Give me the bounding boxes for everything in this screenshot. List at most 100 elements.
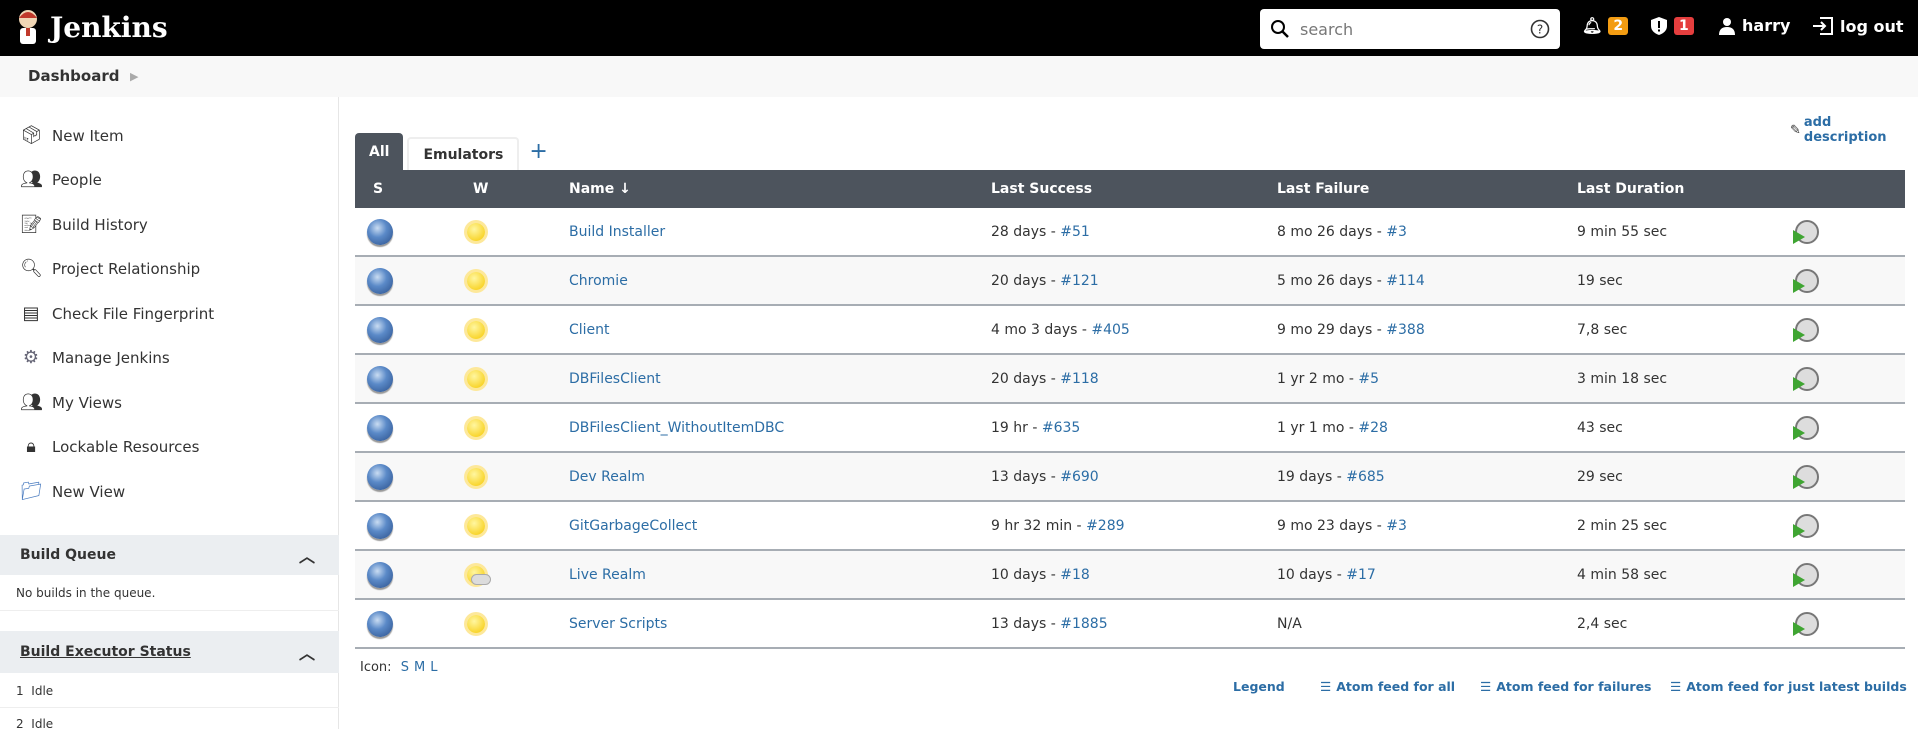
executor-status-header[interactable]: Build Executor Status ︿ bbox=[0, 631, 339, 673]
search-input[interactable] bbox=[1300, 19, 1530, 39]
sidebar-item-my-views[interactable]: 👥︎ My Views bbox=[20, 392, 122, 414]
schedule-build-icon[interactable] bbox=[1793, 415, 1819, 440]
last-success-build-link[interactable]: #635 bbox=[1041, 419, 1081, 436]
schedule-build-icon[interactable] bbox=[1793, 366, 1819, 391]
atom-feed-all-link[interactable]: ☰ Atom feed for all bbox=[1320, 679, 1455, 694]
add-view-button[interactable]: + bbox=[529, 139, 548, 164]
notepad-icon: 📝︎ bbox=[20, 214, 43, 235]
schedule-build-icon[interactable] bbox=[1793, 513, 1819, 538]
last-failure: 8 mo 26 days - #3 bbox=[1277, 224, 1407, 240]
security-badge: 1 bbox=[1674, 17, 1694, 35]
last-success-build-link[interactable]: #118 bbox=[1060, 370, 1099, 387]
user-icon bbox=[1719, 17, 1735, 35]
add-description-label[interactable]: add description bbox=[1803, 115, 1887, 145]
last-duration: 2,4 sec bbox=[1577, 615, 1628, 632]
notifications-button[interactable]: 🔔︎ 2 bbox=[1582, 16, 1629, 35]
schedule-build-icon[interactable] bbox=[1793, 562, 1819, 587]
job-name-link[interactable]: Dev Realm bbox=[569, 468, 645, 485]
last-success-build-link[interactable]: #690 bbox=[1060, 468, 1099, 485]
weather-sunny-icon bbox=[461, 364, 491, 394]
last-failure-build-link[interactable]: #5 bbox=[1358, 370, 1380, 387]
schedule-build-icon[interactable] bbox=[1793, 611, 1819, 636]
last-failure: 1 yr 1 mo - #28 bbox=[1277, 420, 1388, 436]
last-failure-time: 10 days - bbox=[1277, 566, 1347, 583]
last-success-build-link[interactable]: #405 bbox=[1091, 321, 1130, 338]
col-last-failure[interactable]: Last Failure bbox=[1277, 181, 1370, 197]
schedule-build-icon[interactable] bbox=[1793, 464, 1819, 489]
job-name-link[interactable]: Server Scripts bbox=[569, 615, 668, 632]
user-link[interactable]: harry bbox=[1718, 16, 1790, 35]
last-success-build-link[interactable]: #121 bbox=[1060, 272, 1099, 289]
last-failure-build-link[interactable]: #685 bbox=[1346, 468, 1385, 485]
weather-sunny-icon bbox=[461, 511, 491, 541]
job-name-link[interactable]: Live Realm bbox=[569, 566, 646, 583]
logout-link[interactable]: log out bbox=[1812, 16, 1904, 36]
legend-link[interactable]: Legend bbox=[1233, 679, 1285, 694]
jenkins-logo[interactable]: Jenkins bbox=[14, 8, 168, 46]
col-status[interactable]: S bbox=[373, 181, 384, 197]
table-row: Live Realm 10 days - #18 10 days - #17 4 mi… bbox=[355, 551, 1905, 600]
sidebar-item-build-history[interactable]: 📝︎ Build History bbox=[20, 214, 148, 236]
build-queue-title: Build Queue bbox=[20, 547, 116, 563]
col-name[interactable]: Name ↓ bbox=[569, 181, 631, 197]
tab-all[interactable]: All bbox=[355, 133, 404, 170]
last-success-build-link[interactable]: #51 bbox=[1060, 223, 1090, 240]
job-name-link[interactable]: Build Installer bbox=[569, 223, 666, 240]
icon-size-s[interactable]: S bbox=[400, 660, 409, 675]
job-name-link[interactable]: Chromie bbox=[569, 272, 628, 289]
breadcrumb-chevron-icon[interactable]: ▶ bbox=[130, 70, 139, 83]
sidebar-item-project-relationship[interactable]: 🔍︎ Project Relationship bbox=[20, 258, 200, 280]
last-failure-build-link[interactable]: #3 bbox=[1386, 517, 1407, 534]
status-success-icon bbox=[367, 414, 393, 441]
security-button[interactable]: 1 bbox=[1650, 16, 1694, 36]
last-success-build-link[interactable]: #1885 bbox=[1060, 615, 1108, 632]
last-failure-build-link[interactable]: #3 bbox=[1386, 223, 1407, 240]
sidebar-item-new-view[interactable]: 📁︎ New View bbox=[20, 481, 125, 503]
sidebar-item-people[interactable]: 👥︎ People bbox=[20, 169, 102, 191]
sidebar-item-check-file-fingerprint[interactable]: ▤ Check File Fingerprint bbox=[20, 303, 214, 325]
icon-size-l[interactable]: L bbox=[430, 660, 438, 675]
last-success-build-link[interactable]: #18 bbox=[1060, 566, 1090, 583]
atom-feed-failures-link[interactable]: ☰ Atom feed for failures bbox=[1480, 679, 1652, 694]
status-success-icon bbox=[367, 218, 393, 245]
icon-size-m[interactable]: M bbox=[413, 660, 426, 675]
help-icon[interactable]: ? bbox=[1530, 19, 1550, 39]
last-success: 20 days - #121 bbox=[991, 273, 1099, 289]
schedule-build-icon[interactable] bbox=[1793, 268, 1819, 293]
executor-status-title[interactable]: Build Executor Status bbox=[20, 644, 191, 660]
table-row: Server Scripts 13 days - #1885 N/A 2,4 sec bbox=[355, 600, 1905, 649]
atom-feed-latest-link[interactable]: ☰ Atom feed for just latest builds bbox=[1670, 679, 1907, 694]
breadcrumb-dashboard[interactable]: Dashboard bbox=[28, 67, 120, 85]
col-weather[interactable]: W bbox=[473, 181, 489, 197]
col-last-success[interactable]: Last Success bbox=[991, 181, 1093, 197]
last-failure-build-link[interactable]: #114 bbox=[1386, 272, 1425, 289]
build-queue-header[interactable]: Build Queue ︿ bbox=[0, 535, 339, 575]
job-name-link[interactable]: DBFilesClient_WithoutItemDBC bbox=[569, 419, 785, 436]
add-description-link[interactable]: ✎ add description bbox=[1790, 115, 1918, 145]
job-name-link[interactable]: Client bbox=[569, 321, 610, 338]
schedule-build-icon[interactable] bbox=[1793, 219, 1819, 244]
sidebar-item-manage-jenkins[interactable]: ⚙ Manage Jenkins bbox=[20, 347, 170, 369]
lock-resource-icon: 🔒︎ bbox=[26, 436, 36, 457]
last-success-build-link[interactable]: #289 bbox=[1086, 517, 1125, 534]
schedule-build-icon[interactable] bbox=[1793, 317, 1819, 342]
job-name-link[interactable]: GitGarbageCollect bbox=[569, 517, 698, 534]
feed-label: Atom feed for all bbox=[1336, 679, 1456, 694]
status-success-icon bbox=[367, 512, 393, 539]
app-title: Jenkins bbox=[50, 10, 168, 44]
last-failure-build-link[interactable]: #28 bbox=[1358, 419, 1388, 436]
sidebar-item-lockable-resources[interactable]: 🔒︎ Lockable Resources bbox=[20, 436, 199, 458]
last-success-time: 13 days - bbox=[991, 615, 1061, 632]
chevron-up-icon[interactable]: ︿ bbox=[298, 547, 315, 566]
job-name-link[interactable]: DBFilesClient bbox=[569, 370, 661, 387]
search-box[interactable]: ? bbox=[1260, 9, 1560, 49]
last-failure-time: 9 mo 29 days - bbox=[1277, 321, 1387, 338]
col-last-duration[interactable]: Last Duration bbox=[1577, 181, 1685, 197]
shield-icon bbox=[1651, 17, 1667, 35]
last-failure-build-link[interactable]: #388 bbox=[1386, 321, 1425, 338]
last-failure: 19 days - #685 bbox=[1277, 469, 1385, 485]
sidebar-item-new-item[interactable]: 📦︎ New Item bbox=[20, 125, 124, 147]
chevron-up-icon[interactable]: ︿ bbox=[298, 644, 315, 663]
tab-emulators[interactable]: Emulators bbox=[407, 137, 520, 170]
last-failure-build-link[interactable]: #17 bbox=[1346, 566, 1376, 583]
